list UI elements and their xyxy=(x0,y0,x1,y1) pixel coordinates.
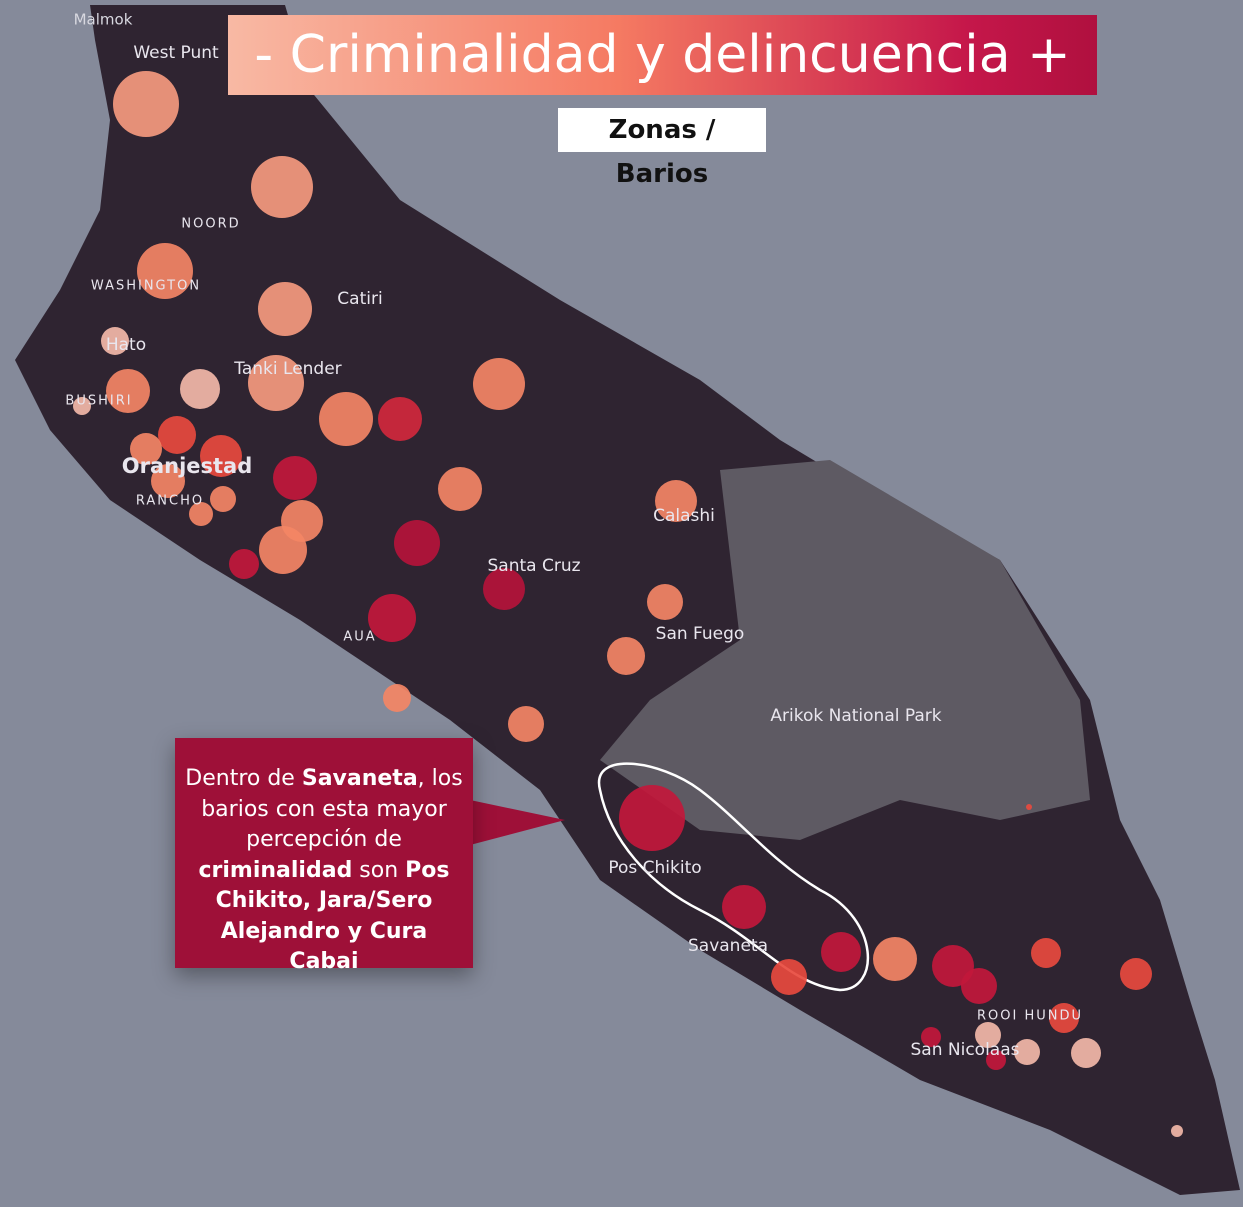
bubbles xyxy=(73,71,1183,1137)
place-label: Savaneta xyxy=(688,936,768,956)
bubble xyxy=(873,937,917,981)
place-label: ROOI HUNDU xyxy=(977,1009,1083,1024)
callout-pointer xyxy=(470,800,565,845)
place-label: Tanki Lender xyxy=(233,359,341,379)
bubble xyxy=(158,416,196,454)
callout-text: Pos Chikito, Jara/Sero Alejandro y Cura … xyxy=(215,857,450,975)
bubble xyxy=(647,584,683,620)
bubble xyxy=(438,467,482,511)
callout-text: criminalidad xyxy=(198,857,353,883)
place-label: Calashi xyxy=(653,506,715,526)
place-label: Oranjestad xyxy=(122,454,253,478)
callout-text: Savaneta xyxy=(301,766,418,791)
place-label: West Punt xyxy=(133,43,219,63)
bubble xyxy=(251,156,313,218)
bubble xyxy=(483,568,525,610)
place-label: San Nicolaas xyxy=(911,1040,1020,1060)
place-label: Hato xyxy=(106,335,146,355)
place-label: WASHINGTON xyxy=(91,279,201,294)
bubble xyxy=(1071,1038,1101,1068)
bubble xyxy=(106,369,150,413)
bubble xyxy=(73,397,91,415)
bubble xyxy=(986,1050,1006,1070)
callout-text: , los barios con esta mayor percepción d… xyxy=(201,766,463,852)
callout: Dentro de Savaneta, los barios con esta … xyxy=(175,738,473,974)
bubble xyxy=(189,502,213,526)
bubble xyxy=(961,968,997,1004)
place-label: San Fuego xyxy=(656,624,745,644)
bubble xyxy=(151,464,185,498)
bubble xyxy=(101,327,129,355)
callout-text: Dentro de xyxy=(185,766,302,791)
bubble xyxy=(655,480,697,522)
highlight-outline xyxy=(597,762,870,992)
bubble xyxy=(1026,804,1032,810)
bubble xyxy=(368,594,416,642)
title: - Criminalidad y delincuencia + xyxy=(228,15,1097,95)
bubble xyxy=(378,397,422,441)
place-label: RANCHO xyxy=(136,494,204,509)
place-label: Santa Cruz xyxy=(487,556,580,576)
bubble xyxy=(771,959,807,995)
bubble xyxy=(273,456,317,500)
bubble xyxy=(394,520,440,566)
bubble xyxy=(229,549,259,579)
bubble xyxy=(200,435,242,477)
bubble xyxy=(1049,1003,1079,1033)
bubble xyxy=(722,885,766,929)
bubble xyxy=(383,684,411,712)
national-park xyxy=(600,460,1090,840)
bubble xyxy=(248,355,304,411)
bubble xyxy=(210,486,236,512)
bubble xyxy=(1031,938,1061,968)
place-label: Pos Chikito xyxy=(608,858,701,878)
bubble xyxy=(258,282,312,336)
bubble xyxy=(1171,1125,1183,1137)
bubble xyxy=(619,785,685,851)
bubble xyxy=(508,706,544,742)
place-label: Arikok National Park xyxy=(770,706,941,726)
island xyxy=(15,5,1240,1195)
subtitle: Zonas / Barios xyxy=(558,108,766,189)
place-label: NOORD xyxy=(181,217,240,232)
bubble xyxy=(821,932,861,972)
bubble xyxy=(1014,1039,1040,1065)
bubble xyxy=(1120,958,1152,990)
place-label: BUSHIRI xyxy=(65,394,132,409)
bubble xyxy=(975,1022,1001,1048)
bubble xyxy=(932,945,974,987)
callout-text: son xyxy=(352,857,406,883)
bubble xyxy=(607,637,645,675)
bubble xyxy=(113,71,179,137)
bubble xyxy=(137,243,193,299)
place-label: Catiri xyxy=(337,289,382,309)
bubble xyxy=(180,369,220,409)
bubble xyxy=(319,392,373,446)
bubble xyxy=(130,433,162,465)
place-label: Malmok xyxy=(74,11,133,29)
bubble xyxy=(259,526,307,574)
bubble xyxy=(473,358,525,410)
place-label: AUA xyxy=(343,630,376,645)
bubble xyxy=(921,1027,941,1047)
